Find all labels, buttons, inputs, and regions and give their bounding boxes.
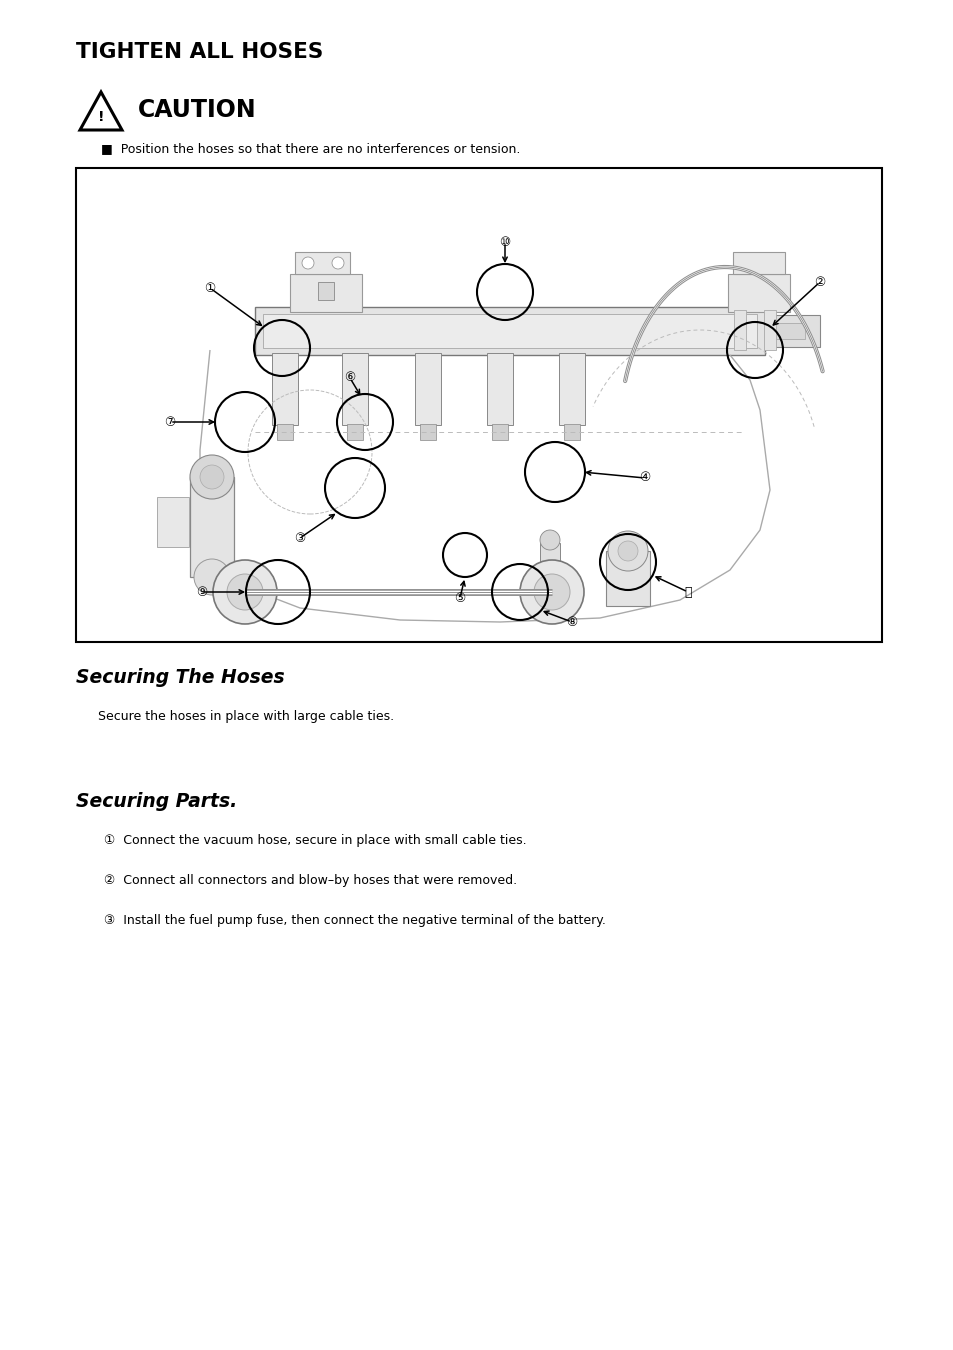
Bar (415, 352, 440, 425)
Circle shape (332, 256, 344, 269)
Text: CAUTION: CAUTION (138, 99, 256, 122)
Bar (774, 323, 804, 339)
Bar (317, 282, 334, 300)
Text: Secure the hoses in place with large cable ties.: Secure the hoses in place with large cab… (98, 710, 394, 724)
Bar (341, 352, 368, 425)
FancyArrowPatch shape (543, 612, 569, 621)
Circle shape (200, 464, 224, 489)
Bar (539, 543, 559, 572)
FancyArrowPatch shape (351, 381, 359, 394)
Text: ⑥: ⑥ (344, 371, 355, 385)
Bar (276, 424, 293, 440)
Bar (486, 352, 513, 425)
Bar (492, 424, 507, 440)
Circle shape (193, 559, 230, 595)
Text: ⑩: ⑩ (498, 235, 510, 248)
Text: ⑧: ⑧ (566, 616, 577, 629)
Text: !: ! (97, 109, 104, 124)
Circle shape (607, 531, 647, 571)
Bar (290, 274, 361, 312)
Circle shape (534, 574, 569, 610)
FancyArrowPatch shape (586, 471, 641, 478)
Text: Securing The Hoses: Securing The Hoses (76, 668, 284, 687)
Bar (263, 315, 757, 348)
Text: ②: ② (814, 275, 824, 289)
Text: ②  Connect all connectors and blow–by hoses that were removed.: ② Connect all connectors and blow–by hos… (104, 873, 517, 887)
FancyArrowPatch shape (773, 284, 817, 325)
Bar (764, 315, 820, 347)
Circle shape (190, 455, 233, 500)
Text: ④: ④ (639, 471, 650, 485)
Text: ③: ③ (294, 532, 305, 544)
Bar (563, 424, 579, 440)
FancyArrowPatch shape (212, 290, 261, 325)
Bar (733, 310, 745, 350)
Bar (727, 274, 789, 312)
Text: ⑦: ⑦ (164, 416, 175, 428)
Bar (732, 252, 784, 274)
FancyArrowPatch shape (656, 576, 685, 591)
Text: ③  Install the fuel pump fuse, then connect the negative terminal of the battery: ③ Install the fuel pump fuse, then conne… (104, 914, 605, 927)
Bar (605, 551, 649, 606)
Text: ⑪: ⑪ (683, 586, 691, 598)
Bar (76, 167, 882, 643)
FancyArrowPatch shape (460, 582, 465, 595)
Text: ①: ① (204, 282, 215, 294)
Bar (190, 477, 233, 576)
Bar (558, 352, 584, 425)
Bar (347, 424, 363, 440)
Text: TIGHTEN ALL HOSES: TIGHTEN ALL HOSES (76, 42, 323, 62)
Bar (294, 252, 350, 274)
Circle shape (302, 256, 314, 269)
Bar (763, 310, 775, 350)
FancyArrowPatch shape (502, 244, 507, 262)
Circle shape (539, 531, 559, 549)
Bar (254, 306, 764, 355)
Bar (419, 424, 436, 440)
Circle shape (519, 560, 583, 624)
Text: ⑨: ⑨ (196, 586, 208, 598)
Text: ⑤: ⑤ (454, 591, 465, 605)
Text: Securing Parts.: Securing Parts. (76, 792, 237, 811)
Circle shape (213, 560, 276, 624)
Circle shape (618, 541, 638, 562)
Circle shape (227, 574, 263, 610)
FancyArrowPatch shape (205, 590, 243, 594)
Text: ①  Connect the vacuum hose, secure in place with small cable ties.: ① Connect the vacuum hose, secure in pla… (104, 834, 526, 846)
Text: ■  Position the hoses so that there are no interferences or tension.: ■ Position the hoses so that there are n… (101, 142, 519, 155)
FancyArrowPatch shape (172, 420, 213, 424)
Bar (157, 497, 189, 547)
Bar (272, 352, 297, 425)
FancyArrowPatch shape (302, 514, 334, 536)
